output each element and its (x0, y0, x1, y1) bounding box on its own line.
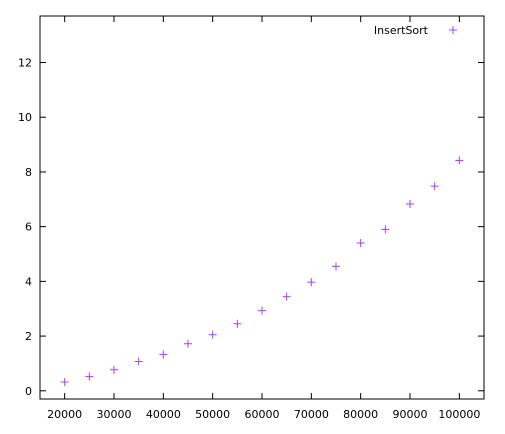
legend-label: InsertSort (374, 24, 429, 37)
legend-marker (449, 26, 457, 34)
y-tick-label: 10 (18, 111, 32, 124)
data-point (455, 156, 464, 165)
y-tick-label: 2 (25, 330, 32, 343)
x-tick-label: 80000 (343, 408, 378, 421)
y-tick-label: 6 (25, 221, 32, 234)
ticks-layer: 20000 30000 40000 50000 60000 70000 80000 90000… (18, 16, 484, 421)
points-layer (60, 156, 464, 387)
legend: InsertSort (374, 24, 457, 37)
data-point (356, 239, 365, 248)
y-tick-label: 12 (18, 57, 32, 70)
x-tick-label: 40000 (146, 408, 181, 421)
plot-frame (39, 15, 485, 400)
data-point (406, 199, 414, 208)
data-point (184, 339, 192, 348)
x-tick-label: 30000 (97, 408, 132, 421)
x-tick-label: 70000 (294, 408, 329, 421)
data-point (258, 306, 266, 315)
y-tick-label: 4 (25, 275, 32, 288)
data-point (134, 357, 143, 366)
x-tick-label: 90000 (393, 408, 428, 421)
data-point (85, 372, 94, 381)
data-point (282, 292, 291, 301)
data-point (208, 330, 217, 339)
y-tick-label: 8 (25, 166, 32, 179)
x-tick-label: 60000 (245, 408, 280, 421)
x-tick-label: 20000 (47, 408, 82, 421)
data-point (332, 262, 340, 271)
data-point (430, 182, 439, 191)
data-point (159, 350, 168, 359)
data-point (233, 319, 242, 328)
x-tick-label: 50000 (195, 408, 230, 421)
data-point (110, 365, 118, 374)
x-tick-label: 100000 (438, 408, 480, 421)
data-point (60, 378, 69, 387)
data-point (381, 225, 390, 234)
y-tick-label: 0 (25, 385, 32, 398)
data-point (307, 278, 316, 287)
